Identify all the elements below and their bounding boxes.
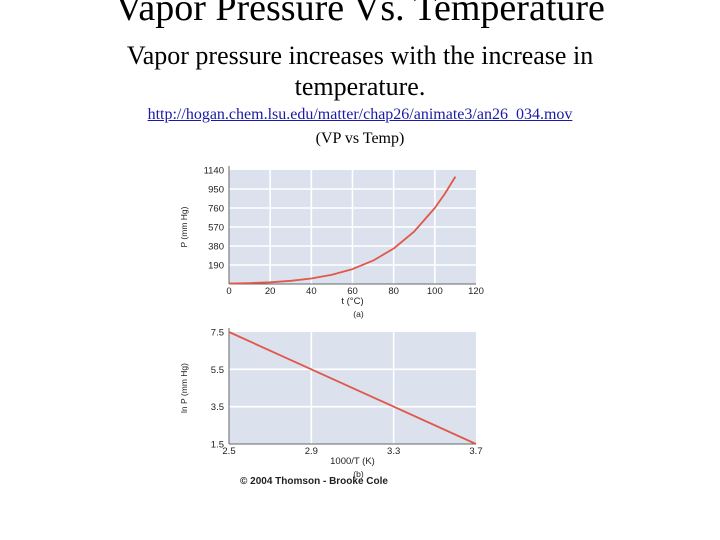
x-tick-label: 60: [347, 286, 358, 297]
y-axis-label: P (mm Hg): [179, 206, 189, 247]
panel-label: (a): [353, 309, 364, 319]
y-tick-label: 3.5: [211, 402, 224, 413]
panel-label: (b): [353, 469, 364, 479]
copyright-credit: © 2004 Thomson - Brooke Cole: [240, 476, 388, 487]
chart-panel-1: 0 20 40 60 80 100 120 190 380 570 760 950 1140 t (°C)…: [179, 166, 484, 320]
y-tick-label: 1.5: [211, 440, 224, 451]
series-line-1: [228, 176, 457, 285]
y-axis-label: ln P (mm Hg): [179, 363, 189, 413]
x-tick-label: 40: [306, 286, 317, 297]
x-tick-label: 100: [427, 286, 443, 297]
x-axis-label: t (°C): [341, 296, 363, 307]
link-note: (VP vs Temp): [315, 130, 405, 147]
y-tick-label: 1140: [204, 166, 224, 177]
y-tick-label: 380: [208, 242, 224, 253]
x-axis-label: 1000/T (K): [330, 456, 375, 467]
animation-link[interactable]: http://hogan.chem.lsu.edu/matter/chap26/…: [147, 106, 573, 123]
y-tick-label: 7.5: [211, 328, 224, 339]
x-tick-label: 3.3: [387, 446, 400, 457]
x-tick-label: 3.7: [469, 446, 482, 457]
y-tick-label: 570: [208, 223, 224, 234]
x-tick-label: 20: [265, 286, 276, 297]
x-tick-label: 0: [226, 286, 231, 297]
x-tick-label: 2.5: [222, 446, 235, 457]
y-tick-label: 190: [208, 261, 224, 272]
x-tick-label: 2.9: [305, 446, 318, 457]
slide-body-text: Vapor pressure increases with the increa…: [126, 41, 594, 101]
slide-title: Vapor Pressure Vs. Temperature: [115, 0, 605, 29]
y-tick-label: 760: [208, 204, 224, 215]
x-tick-label: 80: [388, 286, 399, 297]
y-tick-label: 950: [208, 185, 224, 196]
x-tick-label: 120: [468, 286, 484, 297]
chart-panel-2: 2.5 2.9 3.3 3.7 1.5 3.5 5.5 7.5 1000/T (K) ln P (…: [179, 328, 483, 480]
series-line-1: [228, 331, 477, 445]
y-tick-label: 5.5: [211, 365, 224, 376]
